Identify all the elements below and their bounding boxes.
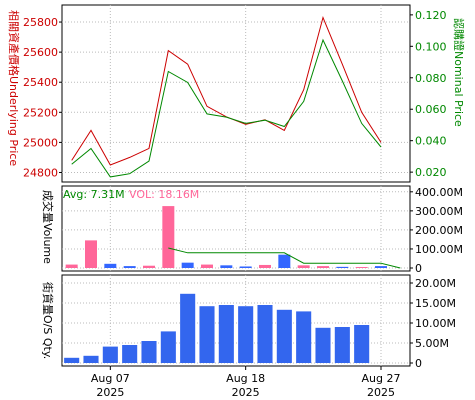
volume-bar	[85, 240, 97, 268]
volume-legend-avg: Avg: 7.31M	[63, 188, 125, 201]
volume-legend-vol: VOL: 18.16M	[129, 188, 199, 201]
price-left-tick-label: 25800	[23, 16, 58, 29]
x-tick-year-label: 2025	[232, 386, 260, 399]
panel-frame-price	[61, 4, 411, 183]
outstanding-bar	[257, 305, 273, 363]
volume-bar	[317, 266, 329, 268]
outstanding-tick-label: 20.00M	[415, 277, 456, 290]
outstanding-bar	[354, 325, 370, 363]
volume-bar	[162, 206, 175, 268]
volume-bar	[123, 266, 136, 268]
outstanding-tick-label: 10.00M	[415, 317, 456, 330]
volume-bar	[239, 266, 252, 268]
price-left-tick-label: 25600	[23, 46, 58, 59]
outstanding-bar	[180, 293, 196, 363]
volume-bar	[201, 264, 213, 268]
outstanding-bar	[160, 331, 176, 363]
warrant-price-line	[71, 38, 382, 178]
volume-bar	[220, 265, 233, 268]
price-right-tick-label: 0.120	[415, 9, 447, 22]
x-tick-year-label: 2025	[96, 386, 124, 399]
price-right-tick-label: 0.040	[415, 135, 447, 148]
volume-bar	[278, 254, 291, 268]
price-left-axis-title: 相關資產價格Underlying Price	[7, 10, 21, 166]
price-right-tick-label: 0.100	[415, 40, 447, 53]
outstanding-tick-label: 15.00M	[415, 297, 456, 310]
outstanding-bar	[276, 309, 292, 363]
volume-tick-label: 200.00M	[415, 224, 463, 237]
volume-average-line	[168, 247, 401, 269]
volume-bar	[65, 264, 78, 268]
price-left-tick-label: 25000	[23, 136, 58, 149]
outstanding-bar	[218, 305, 234, 363]
volume-bar	[104, 263, 117, 268]
volume-tick-label: 400.00M	[415, 186, 463, 199]
volume-bar	[143, 265, 155, 268]
x-tick-year-label: 2025	[367, 386, 395, 399]
x-tick-label: Aug 07	[91, 372, 130, 385]
volume-axis-title: 成交量Volume	[41, 190, 55, 264]
outstanding-bar	[199, 306, 215, 363]
volume-tick-label: 300.00M	[415, 205, 463, 218]
outstanding-bar	[296, 311, 312, 363]
volume-bar	[375, 266, 387, 268]
outstanding-bar	[122, 345, 138, 363]
outstanding-bar	[64, 357, 80, 363]
outstanding-tick-label: 5.00M	[415, 337, 449, 350]
price-left-tick-label: 24800	[23, 166, 58, 179]
volume-tick-label: 100.00M	[415, 243, 463, 256]
price-right-axis-title: 認購證Nominal Price	[452, 18, 466, 127]
volume-tick-label: 0	[415, 262, 422, 275]
x-tick-label: Aug 27	[362, 372, 401, 385]
price-left-tick-label: 25400	[23, 76, 58, 89]
outstanding-tick-label: 0	[415, 357, 422, 370]
outstanding-bar	[102, 346, 118, 363]
outstanding-bar	[334, 327, 350, 363]
price-left-tick-label: 25200	[23, 106, 58, 119]
volume-bar	[259, 264, 271, 268]
price-right-tick-label: 0.020	[415, 166, 447, 179]
outstanding-axis-title: 街貨量O/S Qty.	[41, 282, 55, 359]
panel-frame-os	[61, 274, 411, 367]
outstanding-bar	[315, 327, 331, 363]
panel-frame-volume	[61, 185, 411, 272]
volume-bar	[355, 267, 368, 268]
volume-bar	[297, 265, 310, 268]
volume-bar	[181, 262, 194, 268]
outstanding-bar	[238, 306, 254, 363]
price-right-tick-label: 0.080	[415, 72, 447, 85]
outstanding-bar	[83, 355, 99, 363]
outstanding-bar	[141, 341, 157, 363]
price-right-tick-label: 0.060	[415, 103, 447, 116]
volume-bar	[336, 266, 349, 268]
x-tick-label: Aug 18	[226, 372, 265, 385]
